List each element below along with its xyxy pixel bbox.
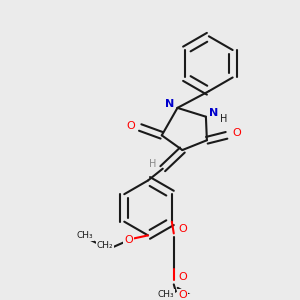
Text: H: H <box>149 159 157 169</box>
Text: O: O <box>178 272 187 282</box>
Text: O: O <box>178 224 187 235</box>
Text: N: N <box>165 99 174 109</box>
Text: O: O <box>126 121 135 130</box>
Text: CH₃: CH₃ <box>158 290 175 299</box>
Text: O: O <box>232 128 241 138</box>
Text: H: H <box>220 114 227 124</box>
Text: CH₃: CH₃ <box>77 231 94 240</box>
Text: O: O <box>124 235 133 245</box>
Text: CH₂: CH₂ <box>97 241 113 250</box>
Text: N: N <box>209 108 218 118</box>
Text: O: O <box>178 290 187 300</box>
